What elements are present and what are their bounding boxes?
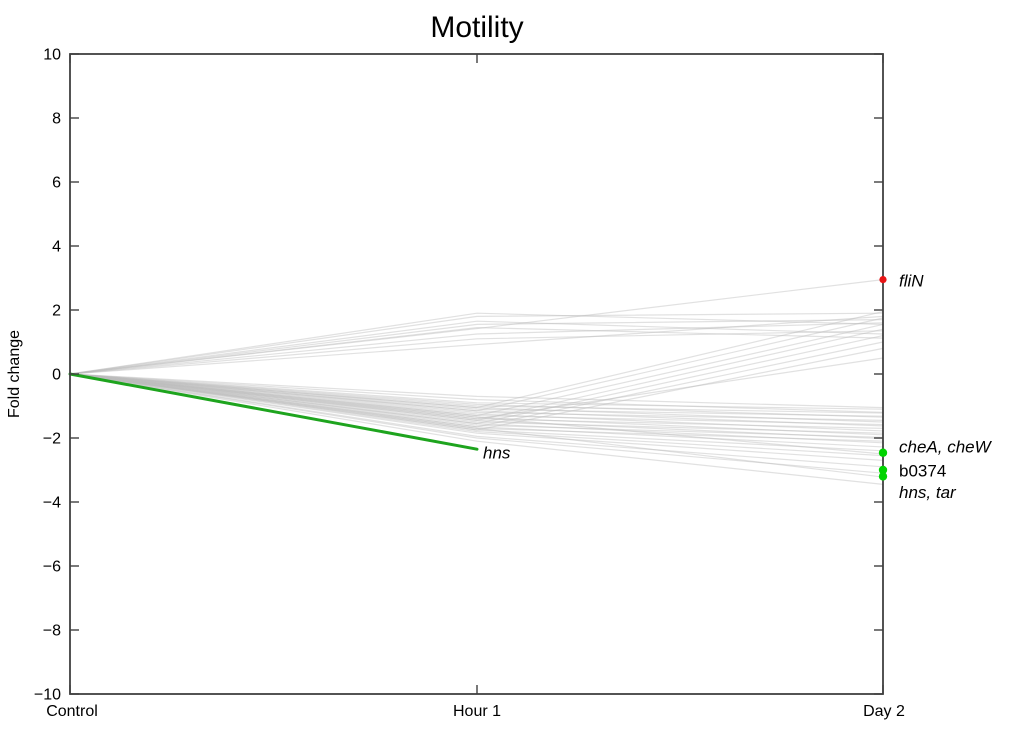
series-line xyxy=(69,373,884,438)
series-line xyxy=(69,373,884,414)
marker-dot-chea-chew xyxy=(878,448,888,457)
series-line xyxy=(69,373,884,455)
series-line xyxy=(69,373,884,426)
series-line xyxy=(69,373,884,452)
series-line xyxy=(69,373,884,474)
series-line xyxy=(69,357,884,420)
series-line xyxy=(69,279,884,375)
series-line xyxy=(69,373,884,436)
x-tick-label-control: Control xyxy=(46,703,98,720)
y-tick-label: −10 xyxy=(34,687,61,704)
series-line xyxy=(69,373,884,418)
y-tick-label: 6 xyxy=(52,175,61,192)
series-line xyxy=(69,373,884,409)
series-line xyxy=(69,373,884,444)
y-tick-label: 4 xyxy=(52,239,61,256)
highlight-line-hns xyxy=(68,372,479,451)
series-line xyxy=(69,320,884,375)
y-tick-label: −6 xyxy=(43,559,61,576)
series-line xyxy=(69,312,884,375)
highlight-label-hns: hns xyxy=(483,443,511,462)
series-line xyxy=(69,373,884,429)
chart-title: Motility xyxy=(430,11,523,44)
series-line xyxy=(69,322,884,375)
series-line xyxy=(69,373,884,427)
series-line xyxy=(69,373,884,423)
series-line xyxy=(69,335,884,425)
marker-dot-b0374 xyxy=(878,465,888,475)
series-line xyxy=(69,373,884,485)
axes-layer: 10 8 6 4 2 0 −2 −4 −6 −8 −10 xyxy=(34,47,884,704)
y-axis-label: Fold change xyxy=(6,330,23,418)
x-tick-label-hour1: Hour 1 xyxy=(453,703,501,720)
series-line xyxy=(69,373,884,417)
marker-label-hns-tar: hns, tar xyxy=(899,483,957,502)
series-line xyxy=(69,347,884,431)
y-tick-label: −4 xyxy=(43,495,61,512)
plot-frame xyxy=(69,53,884,695)
y-tick-label: −2 xyxy=(43,431,61,448)
series-line xyxy=(69,373,884,421)
series-line xyxy=(69,373,884,468)
series-line xyxy=(69,373,884,461)
markers-layer: fliN cheA, cheW b0374 hns, tar hns xyxy=(483,272,993,502)
y-tick-label: 2 xyxy=(52,303,61,320)
series-line xyxy=(69,319,884,375)
series-line xyxy=(69,328,884,421)
y-tick-label: 10 xyxy=(43,47,61,64)
y-tick-label: −8 xyxy=(43,623,61,640)
series-line xyxy=(69,327,884,375)
marker-label-chea-chew: cheA, cheW xyxy=(899,437,993,456)
series-line xyxy=(69,373,884,448)
series-line xyxy=(69,373,884,434)
y-tick-label: 0 xyxy=(52,367,61,384)
marker-label-flin: fliN xyxy=(899,272,924,291)
series-line xyxy=(69,373,884,432)
series-lines-layer xyxy=(68,279,884,485)
series-line xyxy=(69,373,884,442)
series-line xyxy=(69,341,884,428)
y-tick-label: 8 xyxy=(52,111,61,128)
series-line xyxy=(69,373,884,478)
marker-dot-hns-tar xyxy=(878,472,888,481)
series-line xyxy=(69,373,884,440)
marker-label-b0374: b0374 xyxy=(899,462,946,481)
series-line xyxy=(69,312,884,375)
x-tick-label-day2: Day 2 xyxy=(863,703,905,720)
series-line xyxy=(69,311,884,409)
series-line xyxy=(69,317,884,412)
series-line xyxy=(69,373,884,413)
series-line xyxy=(69,323,884,417)
series-line xyxy=(69,373,884,410)
series-line xyxy=(69,330,884,375)
series-line xyxy=(69,315,884,375)
series-line xyxy=(69,373,884,457)
marker-dot-flin xyxy=(879,276,887,284)
